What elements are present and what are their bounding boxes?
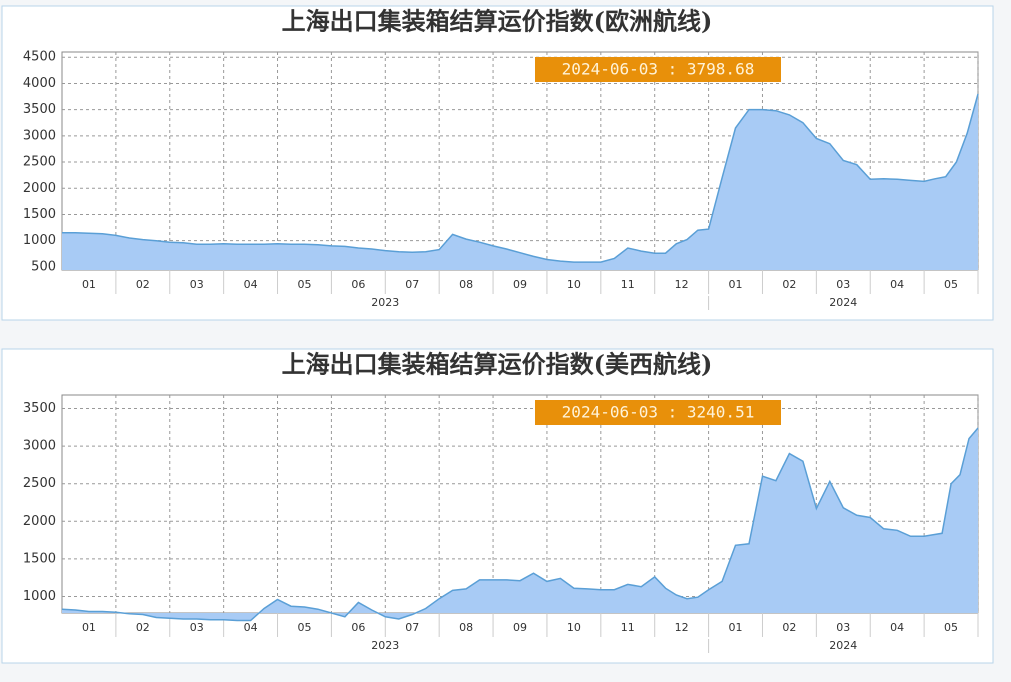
y-tick-label: 2500 xyxy=(23,155,56,170)
x-tick-label: 03 xyxy=(190,278,204,291)
x-tick-label: 05 xyxy=(944,621,958,634)
x-tick-label: 07 xyxy=(405,621,419,634)
x-tick-label: 10 xyxy=(567,621,581,634)
x-tick-label: 04 xyxy=(244,278,258,291)
area xyxy=(62,94,978,270)
x-tick-label: 02 xyxy=(782,278,796,291)
chart-title: 上海出口集装箱结算运价指数(美西航线) xyxy=(282,350,713,379)
chart-title: 上海出口集装箱结算运价指数(欧洲航线) xyxy=(282,7,713,36)
annotation-box xyxy=(535,57,781,82)
x-tick-label: 04 xyxy=(890,278,904,291)
x-tick-label: 03 xyxy=(836,278,850,291)
x-tick-label: 11 xyxy=(621,278,635,291)
y-tick-label: 4000 xyxy=(23,76,56,91)
x-tick-label: 11 xyxy=(621,621,635,634)
y-tick-label: 3000 xyxy=(23,128,56,143)
x-tick-label: 12 xyxy=(675,621,689,634)
year-label: 2024 xyxy=(829,296,857,309)
x-tick-label: 10 xyxy=(567,278,581,291)
y-tick-label: 1500 xyxy=(23,551,56,566)
annotation-box xyxy=(535,400,781,425)
x-tick-label: 01 xyxy=(82,278,96,291)
x-tick-label: 03 xyxy=(190,621,204,634)
y-tick-label: 3000 xyxy=(23,439,56,454)
annotation: 2024-06-03 : 3798.68 xyxy=(562,60,755,79)
x-tick-label: 08 xyxy=(459,278,473,291)
year-label: 2023 xyxy=(371,296,399,309)
year-label: 2023 xyxy=(371,639,399,652)
x-tick-label: 05 xyxy=(297,278,311,291)
x-tick-label: 02 xyxy=(782,621,796,634)
x-tick-label: 01 xyxy=(729,621,743,634)
x-tick-label: 12 xyxy=(675,278,689,291)
y-tick-label: 2000 xyxy=(23,181,56,196)
y-tick-label: 1000 xyxy=(23,233,56,248)
line xyxy=(61,427,979,622)
y-tick-label: 4500 xyxy=(23,50,56,65)
x-tick-label: 06 xyxy=(351,621,365,634)
x-tick-label: 02 xyxy=(136,621,150,634)
line xyxy=(62,93,979,263)
x-tick-label: 05 xyxy=(297,621,311,634)
x-tick-label: 09 xyxy=(513,278,527,291)
year-label: 2024 xyxy=(829,639,857,652)
y-tick-label: 3500 xyxy=(23,102,56,117)
y-tick-label: 3500 xyxy=(23,401,56,416)
x-tick-label: 05 xyxy=(944,278,958,291)
x-tick-label: 07 xyxy=(405,278,419,291)
x-tick-label: 01 xyxy=(729,278,743,291)
annotation: 2024-06-03 : 3240.51 xyxy=(562,403,755,422)
x-tick-label: 04 xyxy=(244,621,258,634)
y-tick-label: 2500 xyxy=(23,476,56,491)
x-tick-label: 06 xyxy=(351,278,365,291)
x-tick-label: 08 xyxy=(459,621,473,634)
y-tick-label: 1000 xyxy=(23,589,56,604)
y-tick-label: 2000 xyxy=(23,514,56,529)
x-tick-label: 09 xyxy=(513,621,527,634)
x-tick-label: 03 xyxy=(836,621,850,634)
y-tick-label: 1500 xyxy=(23,207,56,222)
y-tick-label: 500 xyxy=(31,259,56,274)
area xyxy=(62,428,978,621)
x-tick-label: 04 xyxy=(890,621,904,634)
x-tick-label: 01 xyxy=(82,621,96,634)
x-tick-label: 02 xyxy=(136,278,150,291)
